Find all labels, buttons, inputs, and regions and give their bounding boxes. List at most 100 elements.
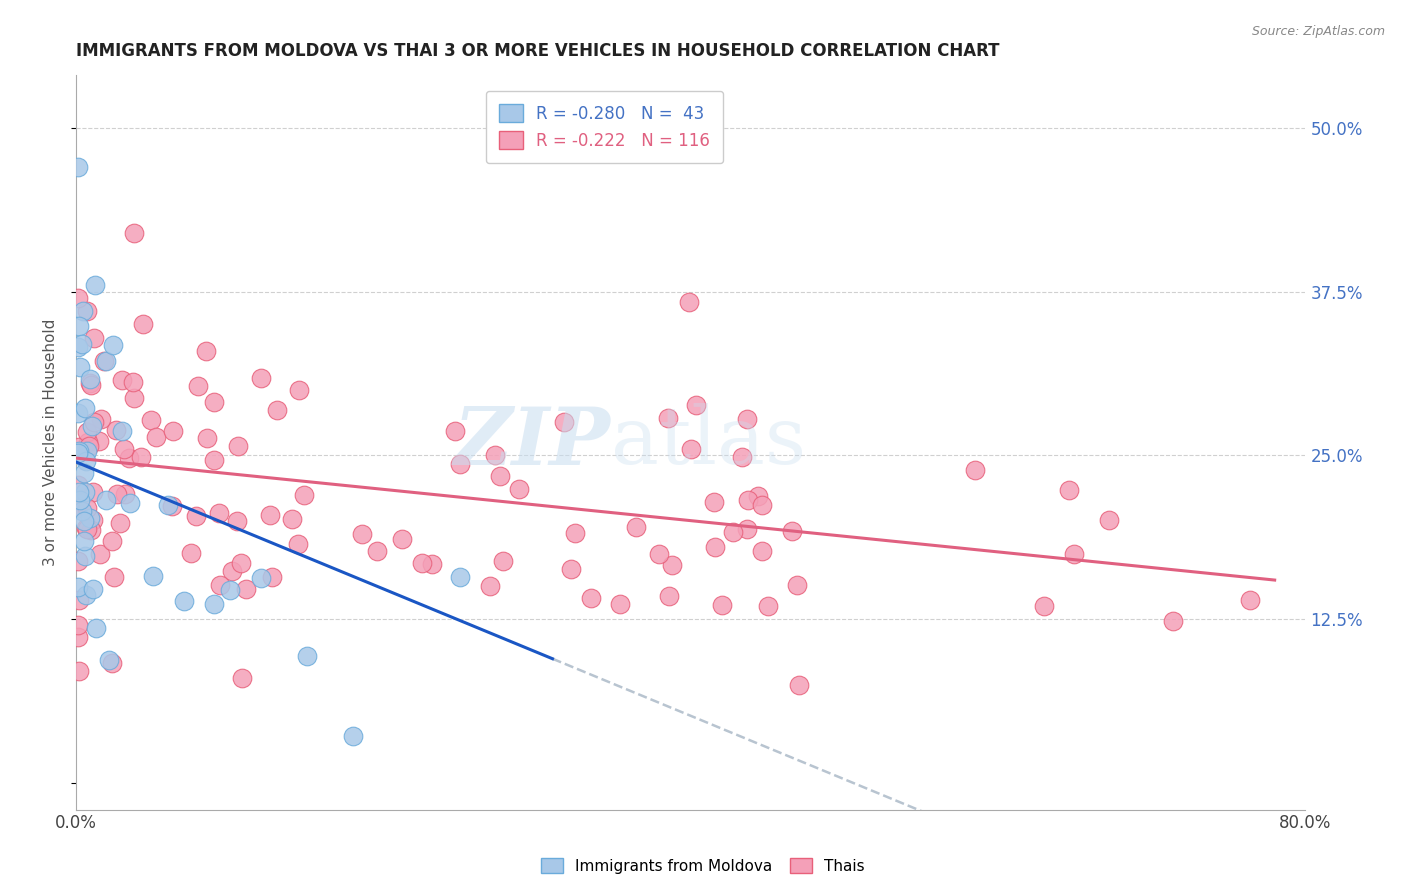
Point (679, 442, 702, 456)
Point (66, 618, 89, 632)
Point (82, 484, 104, 499)
Point (157, 498, 180, 512)
Point (658, 590, 681, 604)
Point (449, 570, 471, 584)
Point (250, 371, 273, 385)
Point (69, 493, 91, 508)
Point (73, 514, 96, 528)
Point (221, 564, 243, 578)
Point (218, 582, 240, 597)
Point (122, 375, 145, 389)
Point (111, 373, 134, 387)
Point (965, 463, 987, 477)
Point (721, 524, 744, 539)
Point (180, 546, 202, 560)
Point (249, 571, 271, 585)
Point (678, 294, 700, 309)
Point (787, 678, 810, 692)
Point (661, 558, 683, 572)
Point (94, 492, 117, 507)
Point (67, 440, 90, 454)
Point (132, 318, 155, 332)
Point (735, 411, 758, 425)
Point (173, 594, 195, 608)
Point (231, 671, 253, 685)
Point (184, 508, 207, 523)
Point (67, 665, 90, 679)
Point (76, 444, 98, 458)
Point (488, 469, 510, 483)
Point (111, 425, 134, 439)
Point (139, 413, 162, 427)
Point (84, 621, 107, 635)
Point (67, 291, 90, 305)
Point (508, 482, 530, 496)
Point (478, 579, 501, 593)
Point (391, 532, 413, 546)
Point (751, 498, 773, 512)
Point (66, 406, 89, 420)
Point (129, 450, 152, 465)
Point (79, 510, 101, 524)
Point (89, 547, 111, 561)
Point (94, 354, 117, 368)
Point (1098, 513, 1121, 527)
Point (553, 415, 575, 429)
Point (80, 377, 103, 392)
Legend: Immigrants from Moldova, Thais: Immigrants from Moldova, Thais (536, 852, 870, 880)
Point (342, 730, 364, 744)
Point (162, 424, 184, 438)
Point (67, 318, 90, 333)
Point (66, 554, 89, 568)
Point (226, 439, 249, 453)
Point (75, 520, 97, 534)
Point (76, 435, 98, 450)
Point (1057, 483, 1080, 497)
Point (491, 554, 513, 568)
Point (101, 656, 124, 670)
Point (295, 648, 318, 663)
Point (75, 454, 97, 468)
Point (77, 439, 100, 453)
Point (72, 304, 94, 318)
Point (145, 430, 167, 444)
Point (66, 339, 89, 353)
Point (449, 458, 471, 472)
Point (98, 652, 121, 666)
Point (751, 543, 773, 558)
Point (82, 582, 104, 597)
Point (79, 372, 101, 386)
Point (731, 450, 754, 464)
Point (80, 524, 103, 538)
Point (747, 489, 769, 503)
Text: ZIP: ZIP (454, 403, 610, 481)
Point (564, 526, 586, 541)
Point (288, 383, 311, 397)
Point (80, 418, 103, 433)
Point (76, 425, 98, 440)
Point (83, 416, 105, 430)
Point (79, 376, 101, 391)
Point (101, 534, 124, 549)
Point (703, 495, 725, 509)
Point (114, 487, 136, 501)
Point (780, 524, 803, 538)
Point (82, 512, 104, 526)
Point (202, 395, 225, 409)
Point (70, 503, 93, 517)
Point (756, 599, 779, 614)
Point (411, 556, 433, 570)
Point (579, 591, 602, 605)
Point (122, 226, 145, 240)
Point (711, 599, 734, 613)
Point (108, 516, 131, 530)
Point (737, 522, 759, 536)
Point (207, 506, 229, 520)
Point (160, 499, 183, 513)
Point (484, 448, 506, 462)
Legend: R = -0.280   N =  43, R = -0.222   N = 116: R = -0.280 N = 43, R = -0.222 N = 116 (486, 91, 723, 163)
Point (90, 412, 112, 426)
Point (73, 466, 96, 480)
Point (93, 354, 115, 368)
Point (443, 425, 465, 439)
